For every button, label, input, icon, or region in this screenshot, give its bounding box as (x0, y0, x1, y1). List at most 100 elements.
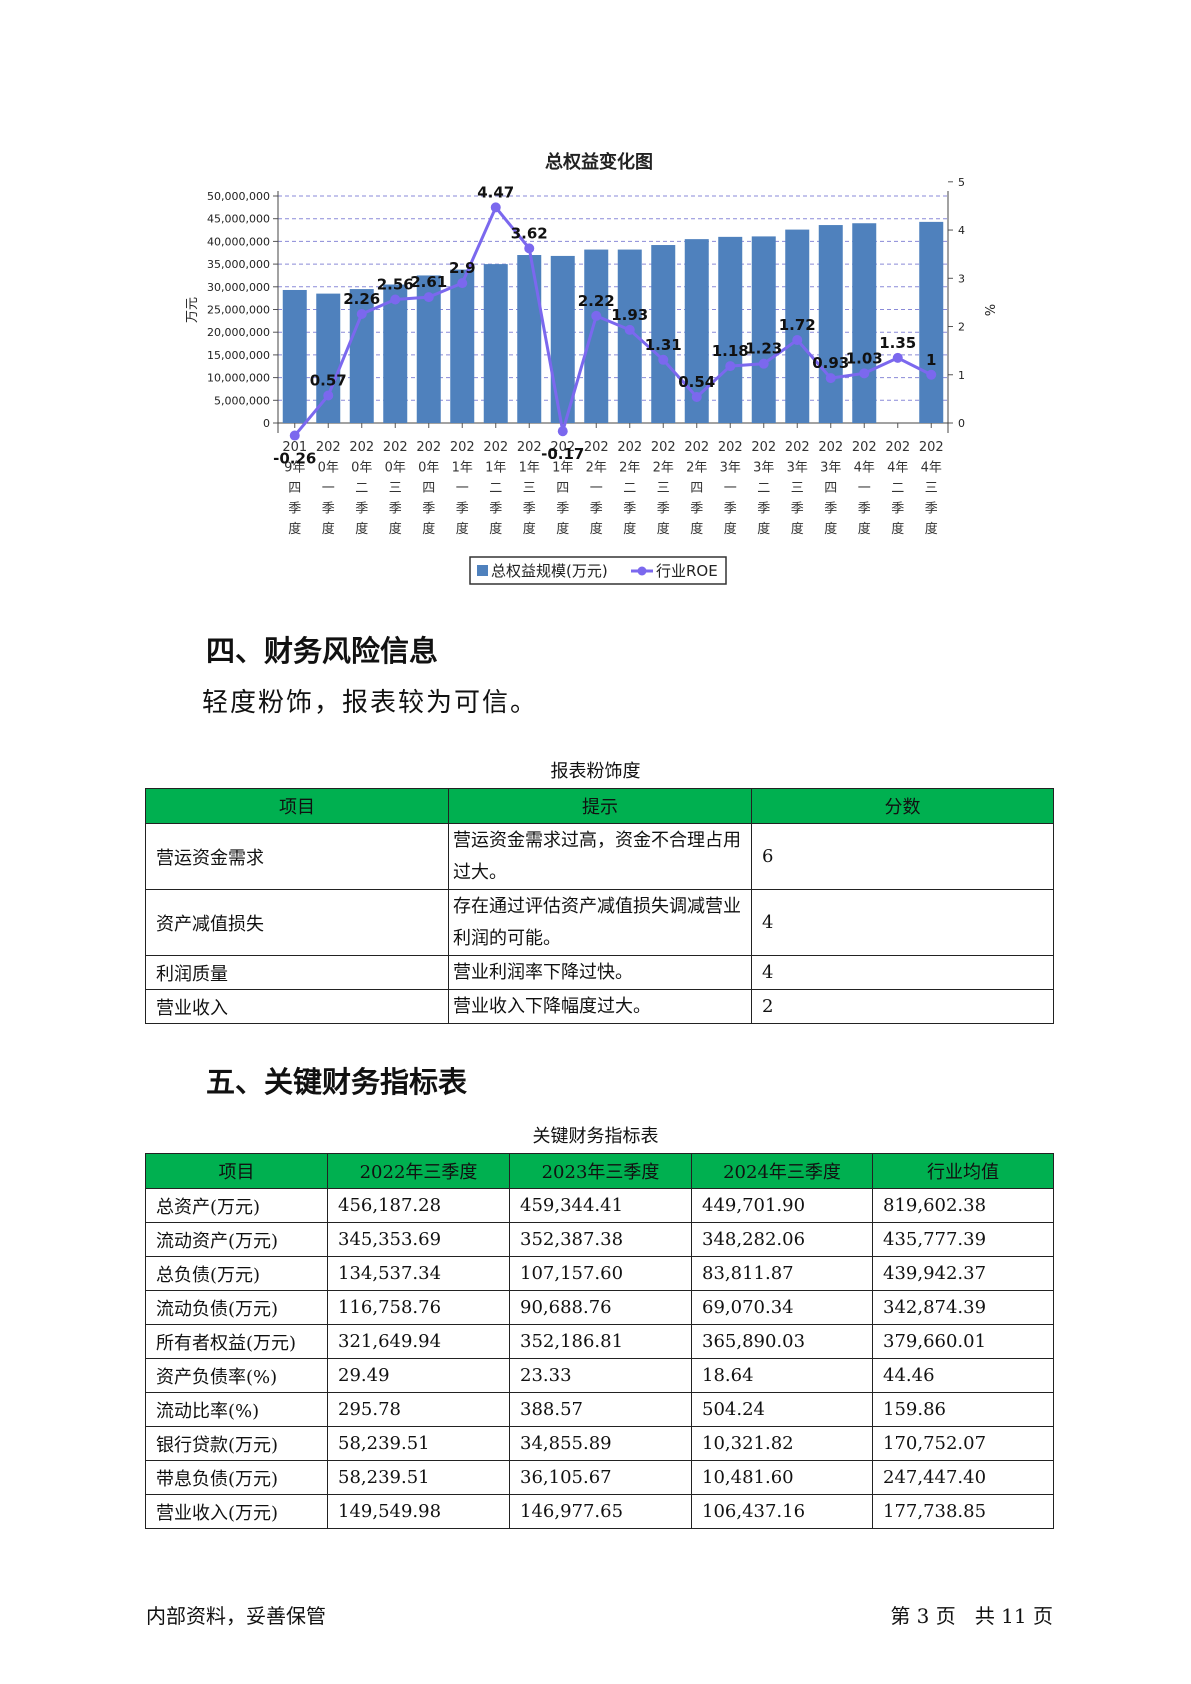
risk-item-cell: 营运资金需求 (145, 823, 449, 890)
bar (852, 223, 877, 423)
x-tick-label: 202 3年四季度 (818, 440, 843, 537)
risk-table-caption: 报表粉饰度 (550, 761, 641, 782)
kpi-value-cell: 146,977.65 (509, 1494, 692, 1529)
risk-summary-text: 轻度粉饰，报表较为可信。 (202, 688, 539, 718)
page-number: 第 3 页 共 11 页 (890, 1604, 1053, 1628)
bar (919, 221, 944, 423)
x-tick-label: 202 4年一季度 (852, 440, 877, 537)
y-right-tick-label: 5 (958, 176, 965, 189)
x-tick-label: 202 0年二季度 (349, 440, 374, 537)
roe-point (457, 278, 468, 289)
kpi-value-cell: 83,811.87 (691, 1256, 873, 1291)
kpi-item-cell: 营业收入(万元) (145, 1494, 328, 1529)
kpi-value-cell: 116,758.76 (327, 1290, 510, 1325)
kpi-item-cell: 流动资产(万元) (145, 1222, 328, 1257)
kpi-item-cell: 总负债(万元) (145, 1256, 328, 1291)
x-tick-label: 202 2年二季度 (617, 440, 642, 537)
x-tick-label: 202 2年四季度 (684, 440, 709, 537)
table-row: 所有者权益(万元) 321,649.94 352,186.81 365,890.03 3… (145, 1324, 1054, 1359)
bar (450, 269, 475, 423)
table-row: 总负债(万元) 134,537.34 107,157.60 83,811.87 439,… (145, 1256, 1054, 1291)
kpi-value-cell: 10,321.82 (691, 1426, 873, 1461)
kpi-item-cell: 所有者权益(万元) (145, 1324, 328, 1359)
roe-data-label: 0.93 (812, 354, 849, 372)
kpi-value-cell: 69,070.34 (691, 1290, 873, 1325)
kpi-value-cell: 23.33 (509, 1358, 692, 1393)
kpi-value-cell: 107,157.60 (509, 1256, 692, 1291)
x-tick-label: 202 1年一季度 (450, 440, 475, 537)
table-row: 资产减值损失 存在通过评估资产减值损失调减营业利润的可能。 4 (145, 889, 1054, 956)
kpi-value-cell: 134,537.34 (327, 1256, 510, 1291)
table-row: 总资产(万元) 456,187.28 459,344.41 449,701.90 819… (145, 1188, 1054, 1223)
roe-data-label: 1.18 (712, 342, 749, 360)
roe-point (423, 292, 434, 303)
bar (751, 236, 776, 423)
kpi-value-cell: 247,447.40 (872, 1460, 1054, 1495)
risk-score-cell: 4 (751, 955, 1054, 990)
y-left-tick-label: 35,000,000 (207, 258, 270, 271)
kpi-value-cell: 459,344.41 (509, 1188, 692, 1223)
roe-data-label: 0.57 (310, 372, 347, 390)
kpi-value-cell: 449,701.90 (691, 1188, 873, 1223)
footer-left: 内部资料，妥善保管 (146, 1604, 326, 1628)
x-tick-label: 202 1年三季度 (517, 440, 542, 537)
roe-point (792, 335, 803, 346)
risk-tip-cell: 营运资金需求过高，资金不合理占用过大。 (448, 823, 752, 890)
risk-item-cell: 资产减值损失 (145, 889, 449, 956)
x-tick-label: 201 9年四季度 (282, 440, 307, 537)
kpi-value-cell: 456,187.28 (327, 1188, 510, 1223)
roe-data-label: 1 (926, 351, 936, 369)
roe-line (293, 204, 932, 437)
table-row: 带息负债(万元) 58,239.51 36,105.67 10,481.60 247,4… (145, 1460, 1054, 1495)
bar (483, 264, 508, 423)
risk-score-cell: 2 (751, 989, 1054, 1024)
roe-data-label: -0.26 (273, 450, 316, 468)
roe-data-label: 4.47 (477, 183, 514, 201)
roe-point (490, 202, 501, 213)
risk-score-cell: 4 (751, 889, 1054, 956)
header-cell: 提示 (448, 788, 752, 824)
y-right-tick-label: 4 (958, 224, 965, 237)
risk-tip-cell: 存在通过评估资产减值损失调减营业利润的可能。 (448, 889, 752, 956)
roe-data-label: 2.61 (410, 273, 447, 291)
y-right-tick-label: 2 (958, 321, 965, 334)
kpi-value-cell: 36,105.67 (509, 1460, 692, 1495)
risk-item-cell: 利润质量 (145, 955, 449, 990)
kpi-value-cell: 504.24 (691, 1392, 873, 1427)
roe-data-label: 2.9 (449, 259, 476, 277)
kpi-value-cell: 435,777.39 (872, 1222, 1054, 1257)
roe-data-label: 1.23 (745, 340, 782, 358)
risk-score-cell: 6 (751, 823, 1054, 890)
roe-point (758, 358, 769, 369)
roe-data-label: 1.03 (846, 349, 883, 367)
bar (818, 225, 843, 423)
bar (383, 284, 408, 423)
y-left-tick-label: 45,000,000 (207, 213, 270, 226)
kpi-value-cell: 345,353.69 (327, 1222, 510, 1257)
equity-chart: 总权益变化图 0 5,000,000 10,000,000 15,000,000 20,0… (185, 151, 996, 585)
kpi-value-cell: 365,890.03 (691, 1324, 873, 1359)
kpi-value-cell: 18.64 (691, 1358, 873, 1393)
header-cell: 2023年三季度 (509, 1153, 692, 1189)
x-tick-label: 202 1年二季度 (483, 440, 508, 537)
roe-point (658, 354, 669, 365)
kpi-value-cell: 177,738.85 (872, 1494, 1054, 1529)
y-left-axis-label: 万元 (185, 297, 200, 323)
x-tick-label: 202 4年三季度 (919, 440, 944, 537)
x-tick-label: 202 2年一季度 (584, 440, 609, 537)
risk-tip-cell: 营业利润率下降过快。 (448, 955, 752, 990)
y-left-tick-label: 25,000,000 (207, 304, 270, 317)
table-row: 流动比率(%) 295.78 388.57 504.24 159.86 (145, 1392, 1054, 1427)
y-left-tick-label: 40,000,000 (207, 235, 270, 248)
y-left-tick-label: 10,000,000 (207, 372, 270, 385)
x-tick-label: 202 3年三季度 (785, 440, 810, 537)
kpi-table-caption: 关键财务指标表 (532, 1126, 659, 1147)
x-tick-label: 202 3年二季度 (751, 440, 776, 537)
y-left-tick-label: 5,000,000 (214, 394, 270, 407)
kpi-value-cell: 352,387.38 (509, 1222, 692, 1257)
kpi-value-cell: 352,186.81 (509, 1324, 692, 1359)
x-tick-label: 202 0年四季度 (416, 440, 441, 537)
y-right-tick-label: 3 (958, 272, 965, 285)
roe-data-label: -0.17 (541, 445, 584, 463)
bar (785, 229, 810, 423)
